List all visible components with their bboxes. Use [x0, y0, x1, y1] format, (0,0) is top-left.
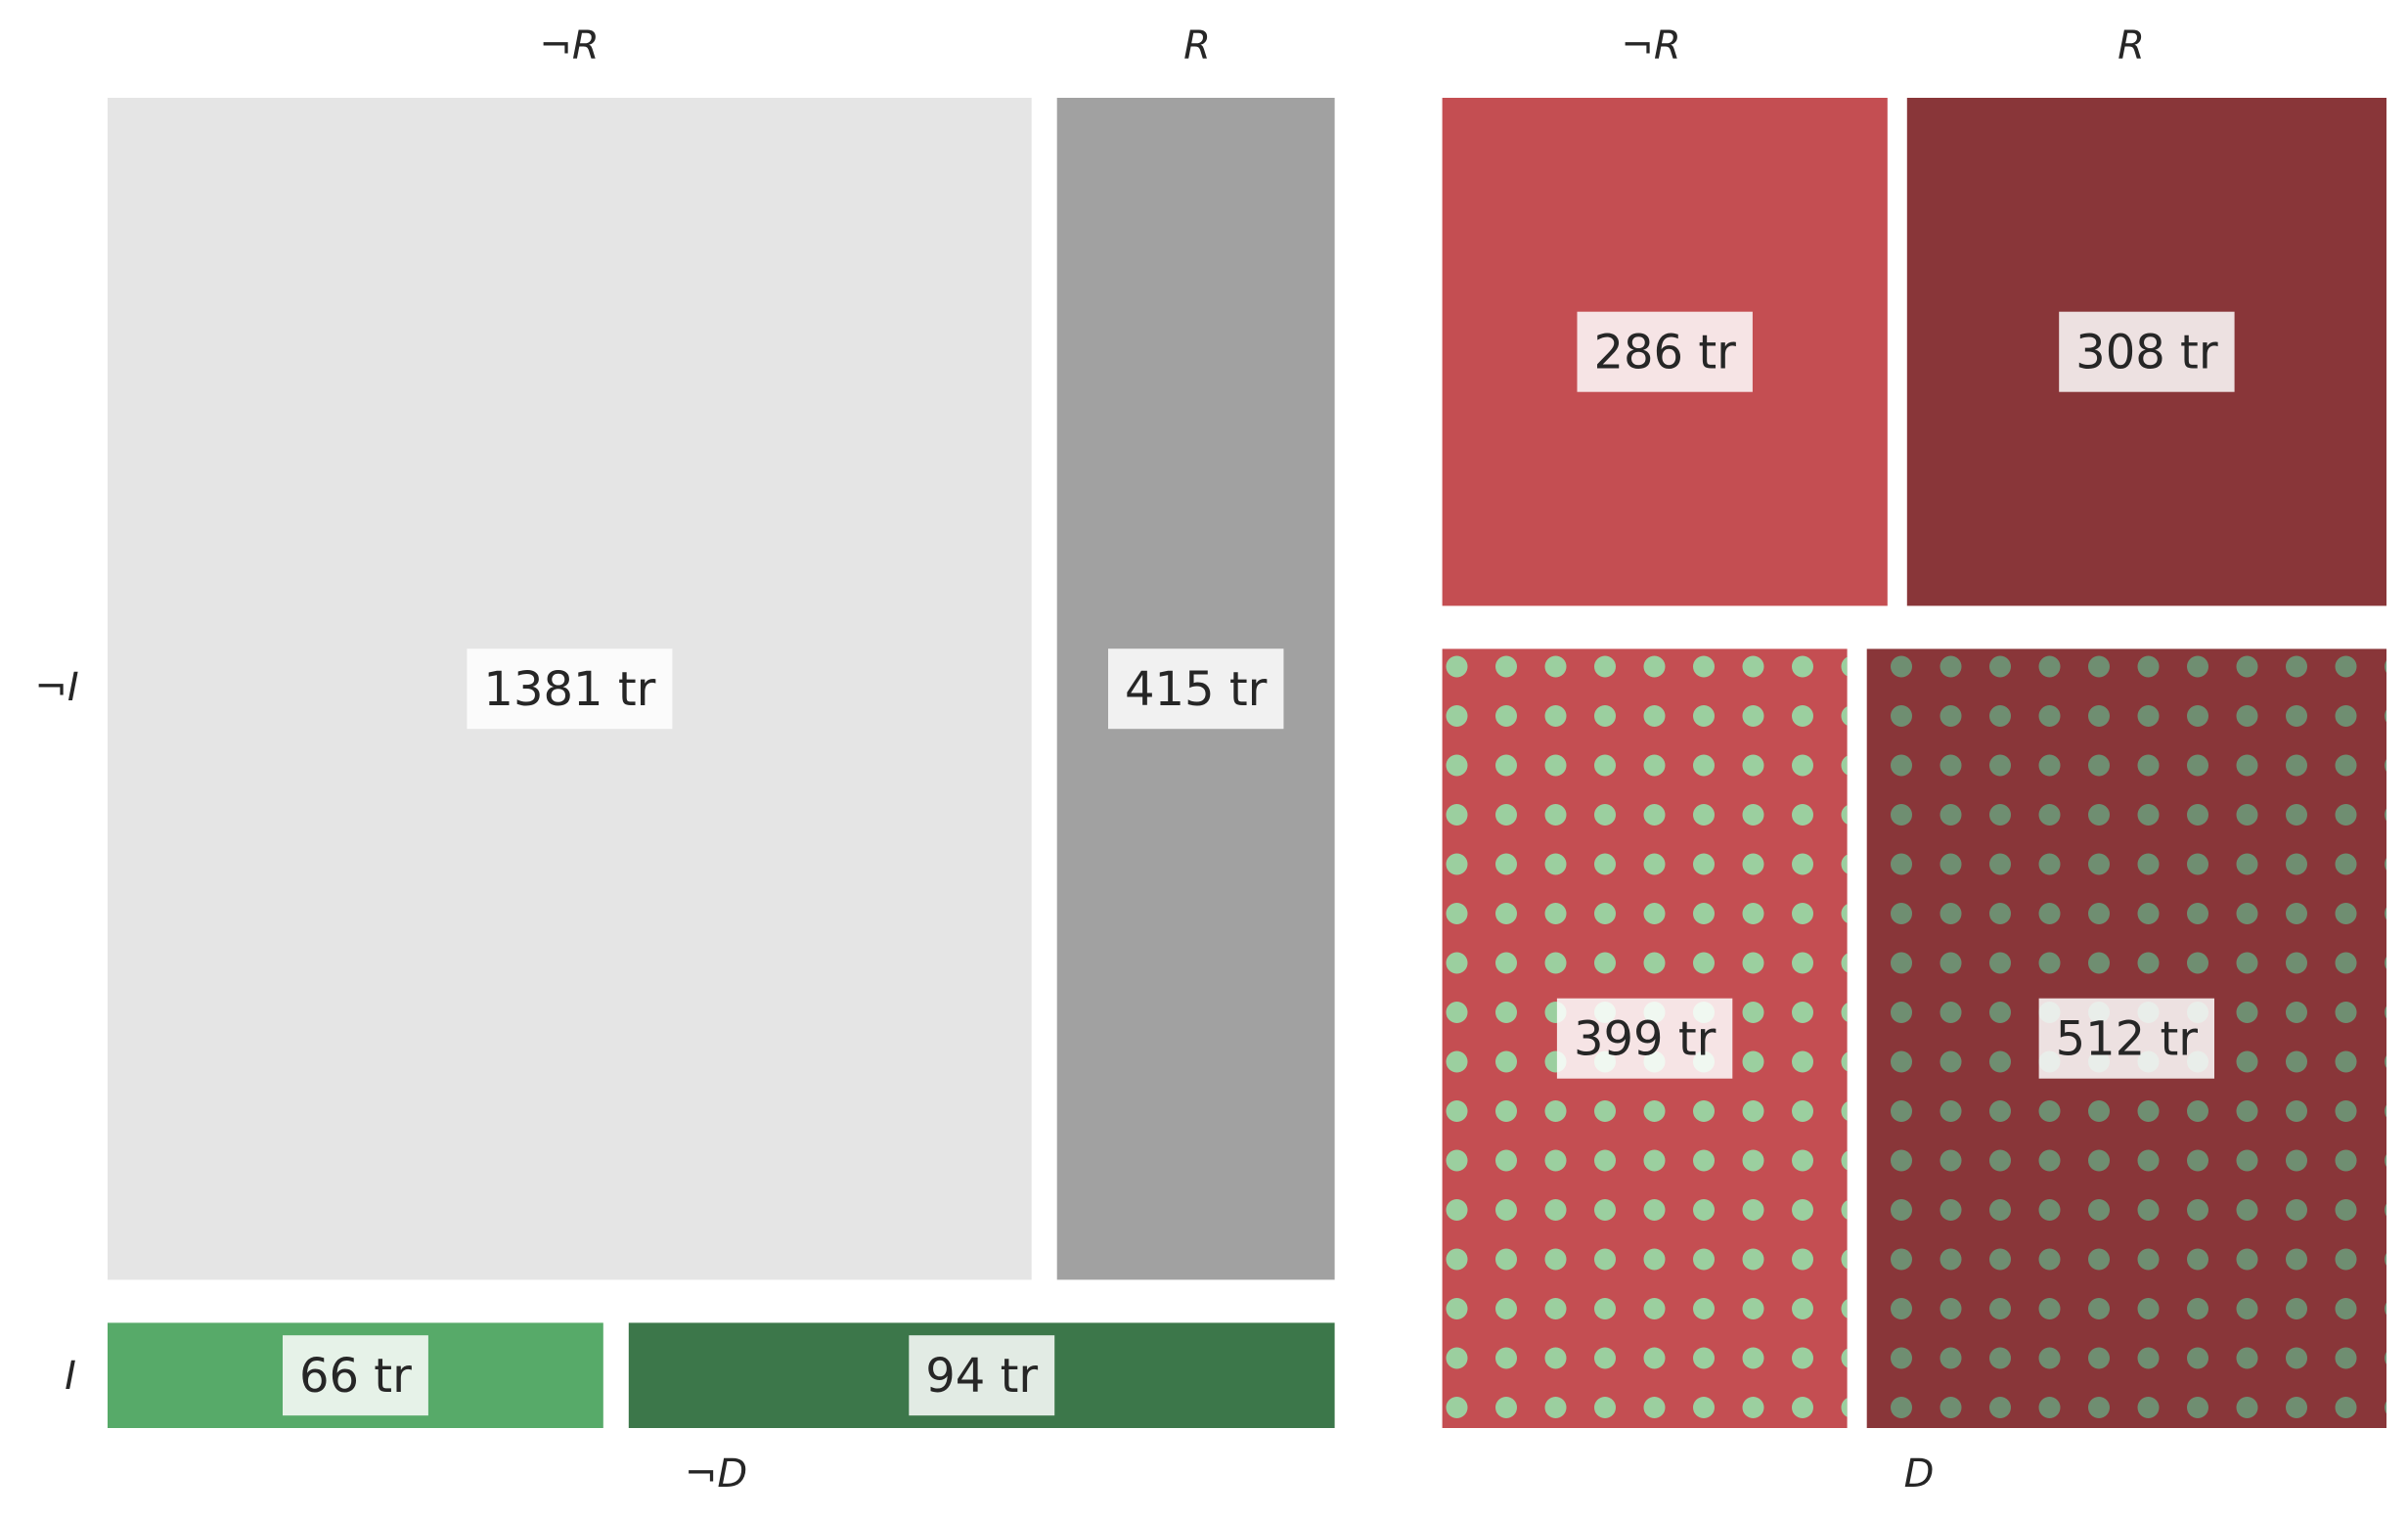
value-label-d-i-r: 512 tr: [2038, 998, 2214, 1079]
label-d: D: [1904, 1452, 1935, 1497]
value-label-box: [2059, 311, 2235, 392]
value-label-text: 399 tr: [1574, 1012, 1717, 1067]
label-i: I: [65, 1354, 76, 1399]
value-labels: 1381 tr 415 tr 66 tr 94 tr 286 tr 308 tr…: [283, 311, 2235, 1416]
value-label-text: 66 tr: [299, 1349, 412, 1404]
value-label-d-i-notr: 399 tr: [1556, 998, 1733, 1079]
value-label-notd-i-notr: 66 tr: [283, 1335, 428, 1416]
value-label-box: [467, 648, 673, 730]
mosaic-tiles: [108, 98, 2386, 1428]
value-label-text: 94 tr: [925, 1349, 1038, 1404]
value-label-box: [909, 1335, 1055, 1416]
label-not-d: ¬D: [685, 1452, 747, 1497]
value-label-notd-noti-r: 415 tr: [1108, 648, 1284, 730]
value-label-text: 415 tr: [1125, 662, 1268, 717]
value-label-notd-i-r: 94 tr: [909, 1335, 1055, 1416]
value-label-text: 512 tr: [2056, 1012, 2199, 1067]
label-not-r-left: ¬R: [539, 23, 599, 68]
value-label-box: [2038, 998, 2214, 1079]
value-label-notd-noti-notr: 1381 tr: [467, 648, 673, 730]
value-label-text: 1381 tr: [483, 662, 655, 717]
value-label-text: 308 tr: [2075, 326, 2218, 380]
value-label-d-noti-notr: 286 tr: [1577, 311, 1753, 392]
value-label-box: [1577, 311, 1753, 392]
label-r-left: R: [1183, 23, 1211, 68]
value-label-text: 286 tr: [1593, 326, 1736, 380]
value-label-d-noti-r: 308 tr: [2059, 311, 2235, 392]
label-not-i: ¬I: [34, 665, 78, 710]
value-label-box: [1556, 998, 1733, 1079]
label-r-right: R: [2118, 23, 2145, 68]
value-label-box: [1108, 648, 1284, 730]
value-label-box: [283, 1335, 428, 1416]
label-not-r-right: ¬R: [1621, 23, 1680, 68]
